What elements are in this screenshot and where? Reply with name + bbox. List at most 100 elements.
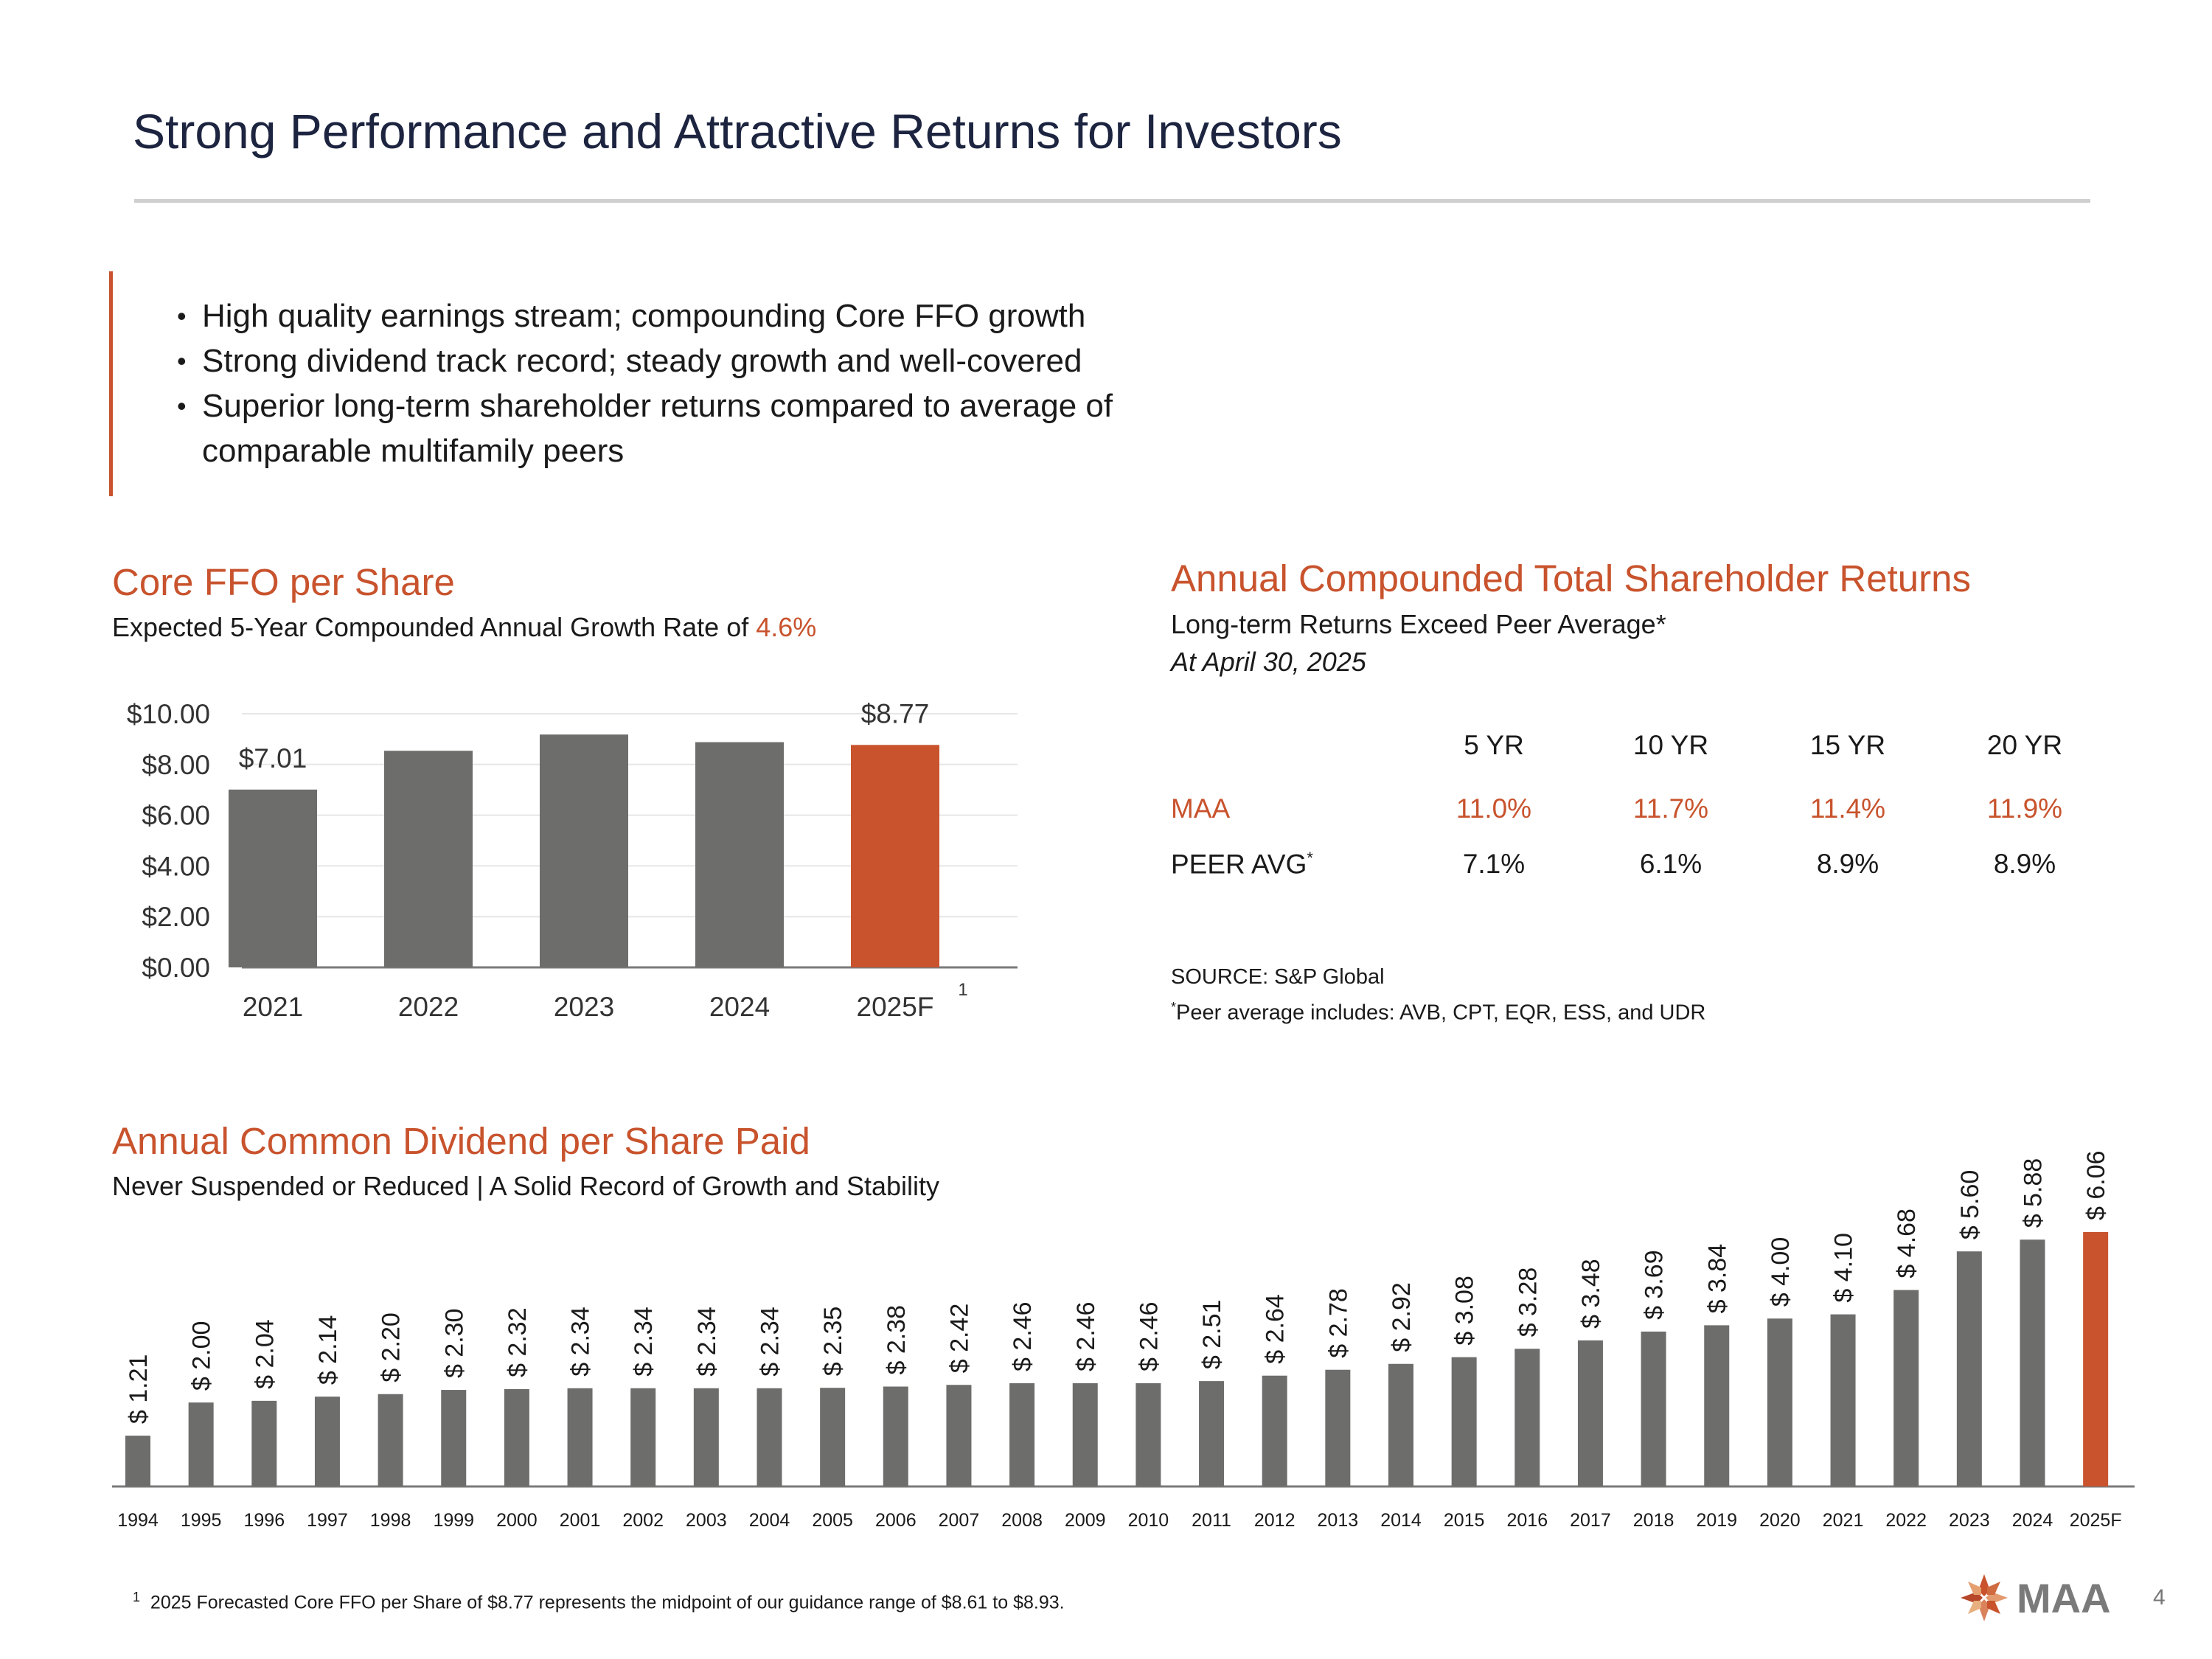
ffo-data-label: $8.77	[861, 698, 930, 728]
dividend-bar	[820, 1388, 846, 1486]
return-value: 6.1%	[1639, 849, 1703, 879]
ffo-xtick-label: 2024	[709, 992, 770, 1022]
dividend-xtick-label: 2025F	[2070, 1510, 2122, 1531]
dividend-data-label: $ 2.20	[378, 1312, 406, 1382]
ffo-ytick-label: $8.00	[142, 750, 210, 780]
dividend-bar	[1704, 1325, 1730, 1486]
dividend-bar	[251, 1400, 277, 1486]
ffo-note-marker: 1	[958, 980, 967, 1000]
dividend-data-label: $ 1.21	[125, 1354, 153, 1425]
dividend-data-label: $ 2.78	[1324, 1288, 1352, 1358]
ffo-xtick-label: 2025F	[857, 992, 934, 1022]
dividend-data-label: $ 2.46	[1009, 1301, 1037, 1371]
dividend-bar	[1830, 1314, 1856, 1486]
highlights-list: High quality earnings stream; compoundin…	[177, 293, 1234, 473]
dividend-data-label: $ 2.34	[757, 1307, 785, 1377]
dividend-data-label: $ 2.34	[567, 1307, 595, 1377]
dividend-data-label: $ 3.84	[1703, 1244, 1731, 1314]
col-header-15yr: 15 YR	[1809, 730, 1886, 760]
dividend-bar	[441, 1390, 467, 1486]
page-title: Strong Performance and Attractive Return…	[133, 104, 1342, 159]
dividend-data-label: $ 6.06	[2082, 1150, 2110, 1220]
logo-wordmark: MAA	[2017, 1575, 2111, 1621]
dividend-xtick-label: 1998	[370, 1510, 411, 1531]
dividend-bar	[1199, 1381, 1225, 1486]
peer-footnote-line: *Peer average includes: AVB, CPT, EQR, E…	[1171, 992, 1705, 1029]
dividend-data-label: $ 2.35	[819, 1307, 847, 1377]
peer-footnote-sup: *	[1171, 1000, 1177, 1015]
return-value: 11.4%	[1809, 793, 1886, 824]
returns-header-row: 5 YR 10 YR 15 YR 20 YR	[1171, 719, 2113, 772]
returns-row-maa: MAA 11.0% 11.7% 11.4% 11.9%	[1171, 772, 2113, 846]
dividend-data-label: $ 2.46	[1072, 1301, 1100, 1371]
dividend-xtick-label: 2019	[1696, 1510, 1737, 1531]
dividend-section-title: Annual Common Dividend per Share Paid	[112, 1120, 810, 1162]
dividend-data-label: $ 3.28	[1514, 1267, 1542, 1338]
ffo-section-title: Core FFO per Share	[112, 561, 455, 603]
dividend-bar	[1135, 1382, 1161, 1486]
dividend-data-label: $ 3.08	[1451, 1276, 1479, 1346]
ffo-bar	[695, 742, 784, 967]
return-value: 8.9%	[1993, 849, 2056, 879]
dividend-xtick-label: 1997	[307, 1510, 348, 1531]
dividend-xtick-label: 1994	[117, 1510, 159, 1531]
dividend-xtick-label: 1996	[243, 1510, 285, 1531]
dividend-bar	[1325, 1369, 1351, 1486]
dividend-bar	[1956, 1251, 1982, 1486]
dividend-data-label: $ 2.32	[504, 1307, 532, 1377]
dividend-data-label: $ 4.00	[1767, 1237, 1795, 1307]
ffo-ytick-label: $6.00	[142, 801, 210, 831]
ffo-ytick-label: $10.00	[127, 699, 210, 729]
return-value: 8.9%	[1816, 849, 1879, 879]
ffo-bar	[851, 745, 939, 967]
dividend-data-label: $ 2.00	[188, 1321, 216, 1391]
ffo-ytick-label: $4.00	[142, 851, 210, 881]
dividend-data-labels: $ 1.21 $ 2.00 $ 2.04 $ 2.14 $ 2.20 $ 2.30 $ 2.…	[125, 1150, 2110, 1424]
dividend-data-label: $ 3.48	[1577, 1259, 1605, 1329]
dividend-bar	[1009, 1382, 1035, 1486]
dividend-bar	[504, 1388, 529, 1486]
dividend-x-axis: 1994 1995 1996 1997 1998 1999 2000 2001 2002 2003…	[117, 1510, 2121, 1531]
returns-corner-cell	[1171, 719, 1405, 772]
dividend-bar	[125, 1436, 150, 1486]
dividend-xtick-label: 2006	[875, 1510, 917, 1531]
page-footnote: 1 2025 Forecasted Core FFO per Share of …	[133, 1590, 1065, 1613]
dividend-bar	[1451, 1357, 1477, 1486]
bullet-item: Strong dividend track record; steady gro…	[177, 338, 1234, 383]
title-divider	[134, 199, 2090, 203]
dividend-data-label: $ 5.60	[1956, 1170, 1984, 1240]
dividend-xtick-label: 2018	[1633, 1510, 1674, 1531]
ffo-xtick-label: 2023	[554, 992, 614, 1022]
dividend-data-label: $ 2.38	[883, 1305, 911, 1375]
bullet-item: High quality earnings stream; compoundin…	[177, 293, 1234, 338]
dividend-bar	[1577, 1340, 1603, 1486]
returns-row-peer: PEER AVG* 7.1% 6.1% 8.9% 8.9%	[1171, 846, 2113, 883]
dividend-xtick-label: 2024	[2012, 1510, 2053, 1531]
return-value: 11.7%	[1632, 793, 1709, 824]
returns-section-title: Annual Compounded Total Shareholder Retu…	[1171, 557, 1971, 599]
dividend-bar	[883, 1386, 908, 1486]
ffo-xtick-label: 2021	[243, 992, 303, 1022]
dividend-bar	[1262, 1375, 1287, 1486]
return-value: 11.9%	[1986, 793, 2063, 824]
return-value: 11.0%	[1455, 793, 1532, 824]
returns-subtitle: Long-term Returns Exceed Peer Average*	[1171, 609, 1666, 639]
dividend-xtick-label: 2015	[1444, 1510, 1485, 1531]
dividend-xtick-label: 2012	[1254, 1510, 1295, 1531]
peer-footnote-text: Peer average includes: AVB, CPT, EQR, ES…	[1176, 1001, 1706, 1025]
dividend-data-label: $ 2.46	[1135, 1301, 1163, 1371]
dividend-bar	[1893, 1290, 1919, 1486]
ffo-bar	[540, 734, 628, 967]
dividend-data-label: $ 4.68	[1893, 1208, 1921, 1279]
dividend-data-label: $ 2.04	[251, 1319, 279, 1389]
ffo-subtitle-text: Expected 5-Year Compounded Annual Growth…	[112, 612, 757, 642]
footnote-text: 2025 Forecasted Core FFO per Share of $8…	[150, 1592, 1065, 1613]
starburst-icon	[1961, 1574, 2008, 1621]
dividend-bar	[2083, 1232, 2109, 1486]
peer-label-sup: *	[1307, 848, 1313, 867]
dividend-xtick-label: 2010	[1128, 1510, 1169, 1531]
dividend-xtick-label: 1995	[181, 1510, 222, 1531]
dividend-xtick-label: 2008	[1001, 1510, 1043, 1531]
dividend-xtick-label: 2000	[496, 1510, 538, 1531]
dividend-data-label: $ 2.34	[693, 1307, 721, 1377]
